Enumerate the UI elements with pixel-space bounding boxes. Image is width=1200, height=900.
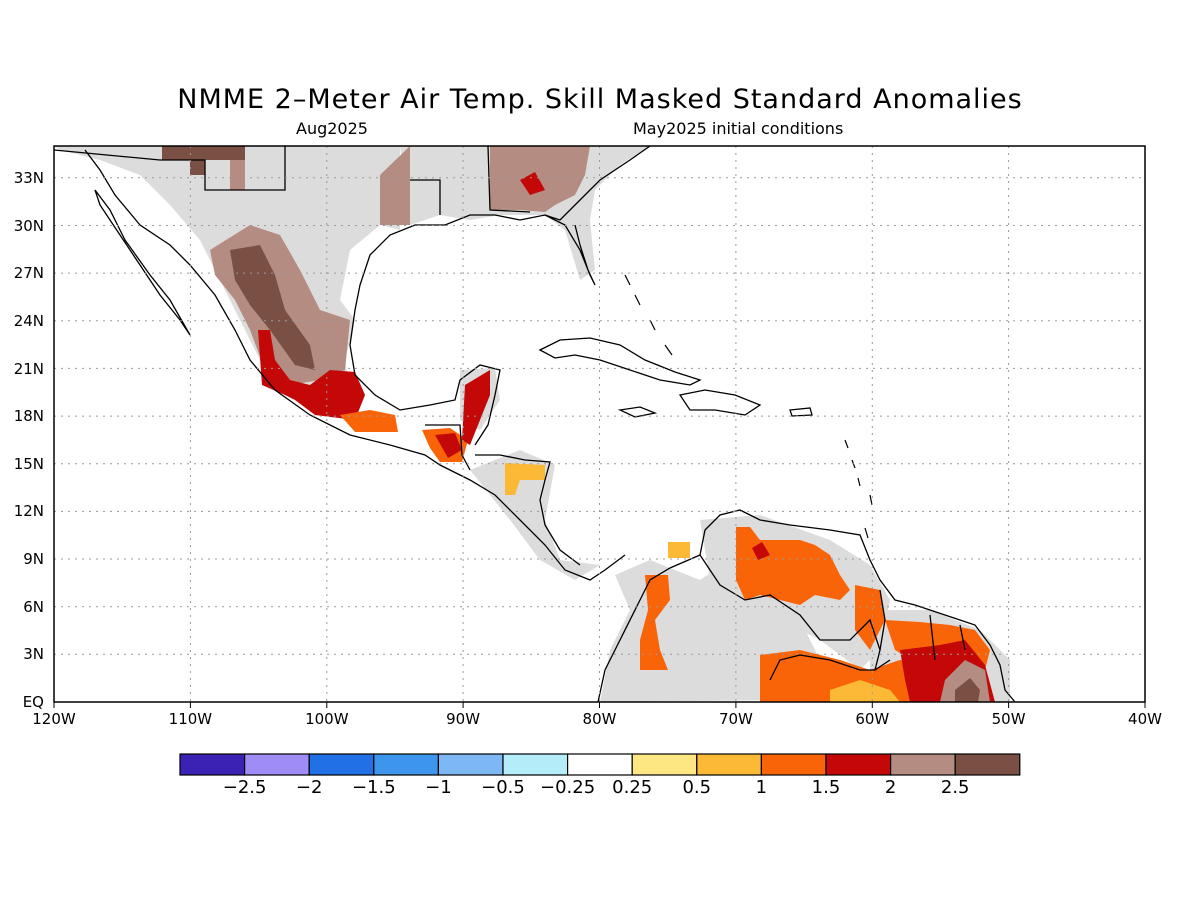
colorbar-swatch-11	[889, 753, 956, 776]
colorbar-label-4: −0.5	[481, 777, 525, 798]
anomaly-texas-brown-2	[230, 160, 245, 190]
lon-label-80w: 80W	[583, 710, 617, 728]
colorbar-label-2: −1.5	[352, 777, 396, 798]
longitude-labels: 120W 110W 100W 90W 80W 70W 60W 50W 40W	[32, 710, 1162, 728]
colorbar-swatch-10	[825, 753, 892, 776]
lat-label-30n: 30N	[14, 217, 44, 235]
latitude-labels: EQ 3N 6N 9N 12N 15N 18N 21N 24N 27N 30N …	[14, 169, 44, 711]
anomaly-georgia-brown	[490, 146, 590, 212]
lat-label-12n: 12N	[14, 502, 44, 520]
colorbar-label-8: 1	[756, 777, 767, 798]
colorbar-label-11: 2.5	[941, 777, 970, 798]
colorbar-label-6: 0.25	[612, 777, 652, 798]
colorbar-swatch-12	[954, 753, 1021, 776]
colorbar-swatch-2	[308, 753, 375, 776]
colorbar-swatch-1	[244, 753, 310, 776]
colorbar-swatch-8	[696, 753, 762, 776]
anomaly-amapa-dark-brown	[955, 678, 980, 702]
lon-label-120w: 120W	[32, 710, 76, 728]
lon-label-40w: 40W	[1128, 710, 1162, 728]
lon-label-90w: 90W	[446, 710, 480, 728]
colorbar-label-9: 1.5	[812, 777, 841, 798]
colorbar-swatch-4	[437, 753, 504, 776]
lat-label-24n: 24N	[14, 312, 44, 330]
colorbar-swatch-0	[179, 753, 246, 776]
colorbar-label-10: 2	[885, 777, 896, 798]
lat-label-18n: 18N	[14, 407, 44, 425]
lon-label-70w: 70W	[719, 710, 753, 728]
colorbar-label-3: −1	[425, 777, 452, 798]
map-title: NMME 2–Meter Air Temp. Skill Masked Stan…	[177, 84, 1023, 115]
colorbar-swatch-9	[760, 753, 827, 776]
masked-area-southeast-us	[400, 146, 650, 280]
lon-label-50w: 50W	[992, 710, 1026, 728]
anomaly-colombia-light-orange	[668, 542, 690, 558]
colorbar-label-1: −2	[296, 777, 323, 798]
anomaly-amazon-orange	[760, 650, 940, 702]
anomaly-guatemala-red	[435, 433, 462, 458]
colorbar-swatch-6	[566, 753, 633, 776]
lon-label-110w: 110W	[169, 710, 213, 728]
lat-label-9n: 9N	[23, 550, 44, 568]
lon-label-60w: 60W	[855, 710, 889, 728]
masked-area-central-america	[470, 450, 600, 580]
colorbar: −2.5 −2 −1.5 −1 −0.5 −0.25 0.25 0.5 1 1.5 2 2.5	[179, 753, 1021, 798]
colorbar-swatch-5	[502, 753, 569, 776]
lat-label-27n: 27N	[14, 264, 44, 282]
graticule	[54, 146, 1145, 702]
anomaly-field	[54, 146, 1016, 702]
anomaly-georgia-red	[520, 172, 545, 195]
colorbar-label-5: −0.25	[540, 777, 595, 798]
lesser-antilles	[624, 274, 873, 539]
colorbar-label-7: 0.5	[682, 777, 711, 798]
coastlines	[54, 146, 1016, 702]
anomaly-colombia-orange	[640, 575, 670, 670]
anomaly-guyana-orange	[855, 585, 885, 650]
colorbar-swatch-7	[631, 753, 698, 776]
anomaly-venezuela-red	[752, 542, 770, 560]
valid-month-label: Aug2025	[296, 119, 368, 138]
lat-label-33n: 33N	[14, 169, 44, 187]
anomaly-amazon-light-orange	[830, 680, 900, 702]
initial-conditions-label: May2025 initial conditions	[633, 119, 844, 138]
lon-label-100w: 100W	[305, 710, 349, 728]
anomaly-belize-red	[462, 370, 490, 445]
colorbar-label-0: −2.5	[223, 777, 267, 798]
colorbar-swatch-3	[373, 753, 439, 776]
anomaly-honduras-light-orange	[505, 463, 545, 495]
anomaly-south-mexico-orange	[340, 410, 398, 432]
lat-label-6n: 6N	[23, 598, 44, 616]
tick-marks	[53, 702, 1146, 708]
lat-label-3n: 3N	[23, 645, 44, 663]
anomaly-west-mexico-red	[258, 330, 365, 420]
lat-label-15n: 15N	[14, 455, 44, 473]
anomaly-texas-brown	[380, 146, 410, 225]
lat-label-21n: 21N	[14, 360, 44, 378]
lat-label-eq: EQ	[23, 693, 44, 711]
anomaly-mexico-dark-brown	[230, 245, 315, 370]
